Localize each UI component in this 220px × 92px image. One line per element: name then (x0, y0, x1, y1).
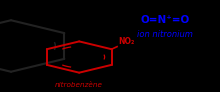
Text: NO₂: NO₂ (118, 37, 135, 46)
Text: ion nitronium: ion nitronium (137, 30, 193, 39)
Text: nitrobenzène: nitrobenzène (55, 82, 103, 88)
Text: O=N⁺=O: O=N⁺=O (140, 15, 190, 25)
